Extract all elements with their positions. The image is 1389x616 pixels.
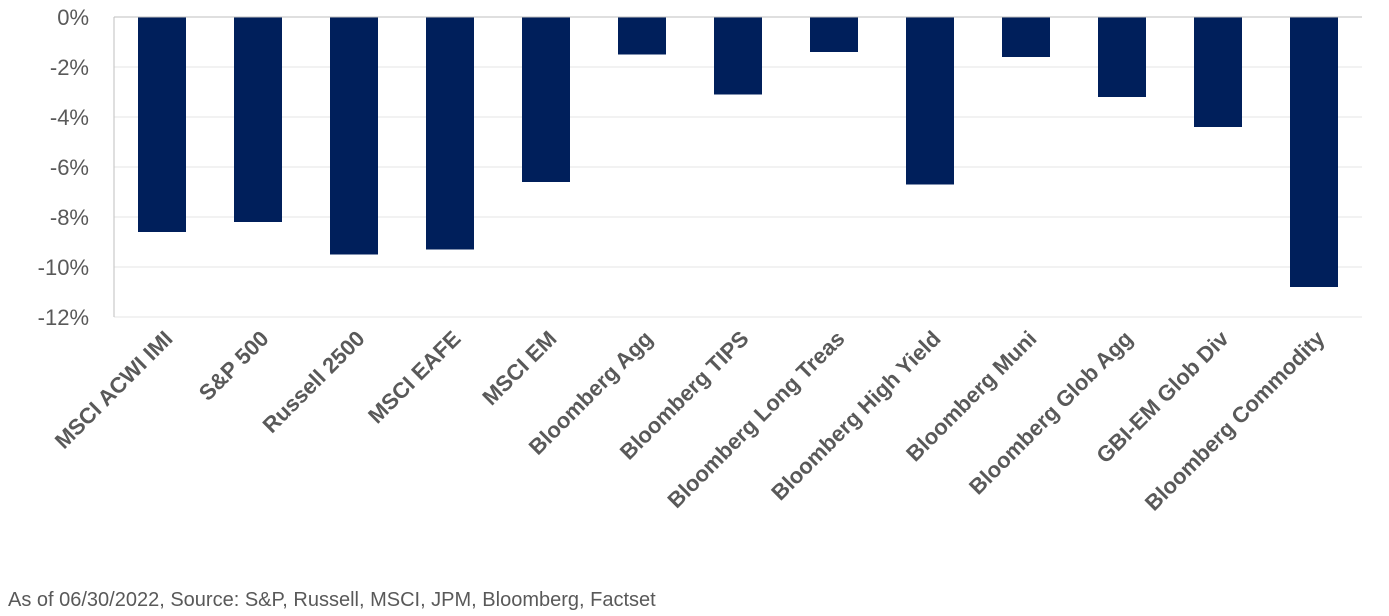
bar-bloomberg-agg bbox=[618, 17, 666, 55]
y-tick-label: -6% bbox=[50, 155, 89, 180]
y-tick-label: -10% bbox=[38, 255, 89, 280]
y-tick-label: -12% bbox=[38, 305, 89, 330]
x-tick-label: MSCI EAFE bbox=[363, 326, 465, 428]
y-tick-label: 0% bbox=[57, 5, 89, 30]
x-tick-label: Bloomberg Long Treas bbox=[662, 326, 849, 513]
y-tick-label: -2% bbox=[50, 55, 89, 80]
bar-msci-acwi-imi bbox=[138, 17, 186, 232]
bar-bloomberg-glob-agg bbox=[1098, 17, 1146, 97]
x-tick-label: MSCI EM bbox=[477, 326, 561, 410]
bar-chart: 0% -2% -4% -6% -8% -10% -12% MSCI ACWI IMI S&P … bbox=[38, 5, 1362, 516]
x-tick-label: Bloomberg Commodity bbox=[1140, 325, 1330, 515]
x-tick-label: Bloomberg High Yield bbox=[766, 326, 945, 505]
bar-bloomberg-high-yield bbox=[906, 17, 954, 185]
x-tick-label: Bloomberg Glob Agg bbox=[964, 326, 1138, 500]
gridlines bbox=[114, 66, 1362, 318]
bar-bloomberg-commodity bbox=[1290, 17, 1338, 287]
bar-bloomberg-tips bbox=[714, 17, 762, 95]
y-tick-label: -4% bbox=[50, 105, 89, 130]
bar-gbi-em-glob-div bbox=[1194, 17, 1242, 127]
bar-bloomberg-long-treas bbox=[810, 17, 858, 52]
x-tick-label: MSCI ACWI IMI bbox=[50, 326, 178, 454]
x-tick-label: Russell 2500 bbox=[258, 326, 370, 438]
bar-msci-eafe bbox=[426, 17, 474, 250]
y-tick-labels: 0% -2% -4% -6% -8% -10% -12% bbox=[38, 5, 89, 330]
bars bbox=[138, 17, 1338, 287]
axes bbox=[113, 16, 1362, 317]
bar-bloomberg-muni bbox=[1002, 17, 1050, 57]
x-tick-label: S&P 500 bbox=[194, 326, 274, 406]
y-tick-label: -8% bbox=[50, 205, 89, 230]
source-note: As of 06/30/2022, Source: S&P, Russell, … bbox=[8, 589, 656, 611]
bar-msci-em bbox=[522, 17, 570, 182]
bar-russell-2500 bbox=[330, 17, 378, 255]
bar-s-p-500 bbox=[234, 17, 282, 222]
